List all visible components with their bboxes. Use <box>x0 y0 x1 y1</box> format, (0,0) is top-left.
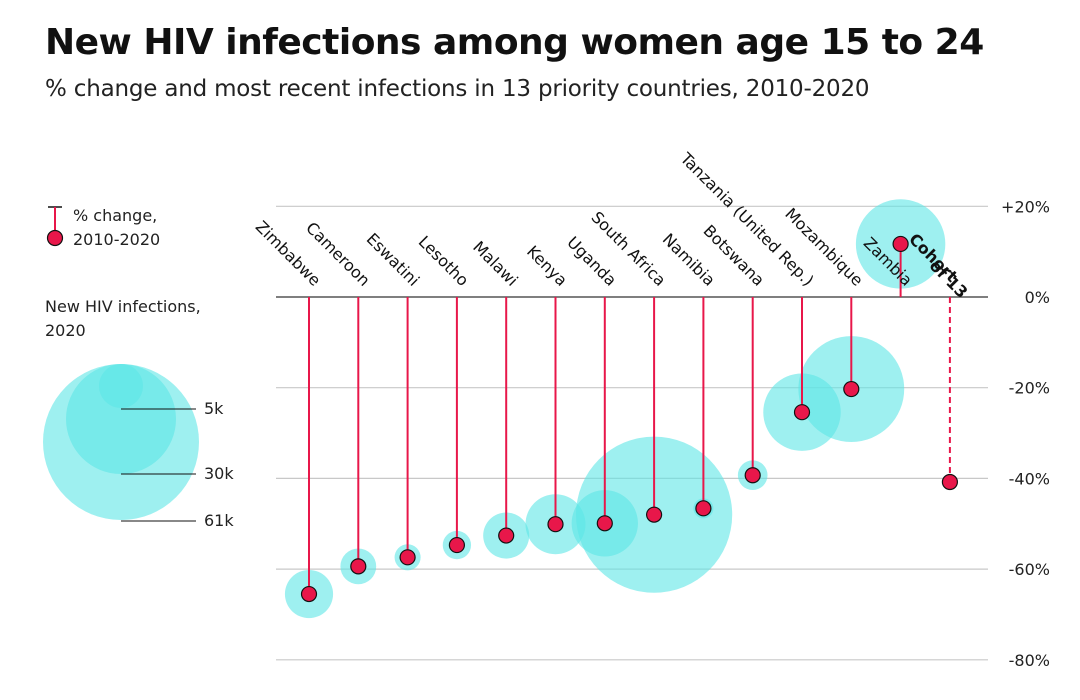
change-dot <box>645 506 663 523</box>
legend-size-title-2: 2020 <box>45 321 86 340</box>
y-tick-label: 0% <box>1025 288 1050 307</box>
legend: % change, 2010-2020 New HIV infections, … <box>43 206 234 530</box>
category-label: Lesotho <box>415 232 473 290</box>
change-dot <box>843 380 860 398</box>
legend-size-title-1: New HIV infections, <box>45 297 201 316</box>
category-label: Eswatini <box>363 229 424 290</box>
legend-stem-label-2: 2010-2020 <box>73 230 160 249</box>
chart-title: New HIV infections among women age 15 to… <box>45 22 984 63</box>
y-tick-label: -20% <box>1009 379 1050 398</box>
y-tick-label: -60% <box>1009 560 1050 579</box>
legend-size-label: 30k <box>204 464 234 483</box>
change-dot <box>892 235 909 253</box>
change-dot <box>941 473 959 491</box>
change-dot <box>596 515 613 532</box>
change-dot <box>547 516 564 533</box>
chart-subtitle: % change and most recent infections in 1… <box>45 76 870 102</box>
change-dot <box>498 527 515 544</box>
y-tick-label: -80% <box>1009 651 1050 670</box>
change-dot <box>695 500 712 517</box>
change-dot <box>448 536 465 554</box>
change-dot <box>399 549 416 566</box>
y-tick-label: -40% <box>1009 469 1050 488</box>
change-dot <box>350 558 367 575</box>
legend-stem-label-1: % change, <box>73 206 157 225</box>
legend-size-circle <box>99 364 143 408</box>
change-dot <box>793 404 811 421</box>
category-label: Kenya <box>523 242 571 290</box>
legend-size-label: 61k <box>204 511 234 530</box>
legend-size-label: 5k <box>204 399 224 418</box>
legend-dot-icon <box>46 229 64 247</box>
legend-size-circle <box>66 364 176 474</box>
y-tick-label: +20% <box>1001 197 1050 216</box>
category-label: Malawi <box>469 237 522 290</box>
change-dot <box>744 467 761 484</box>
change-dot <box>300 585 318 603</box>
